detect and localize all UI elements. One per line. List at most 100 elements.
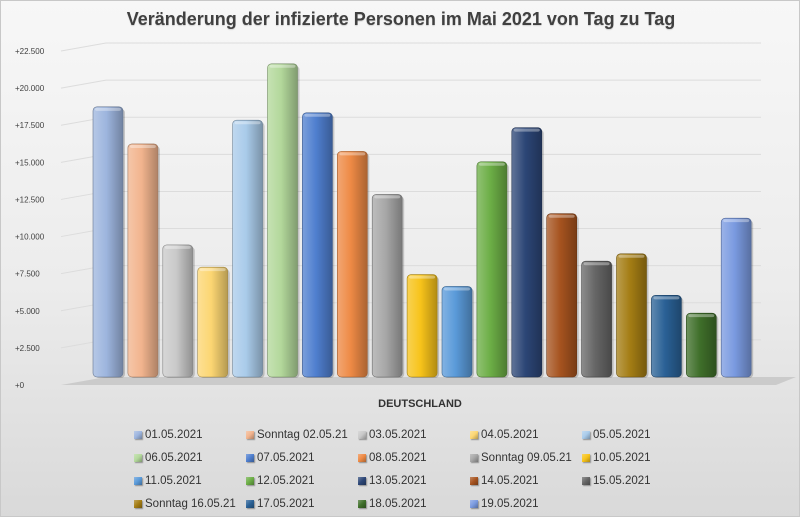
gridline	[60, 42, 761, 52]
legend-label: 03.05.2021	[369, 428, 427, 441]
legend-label: 11.05.2021	[145, 474, 202, 487]
legend-swatch	[246, 453, 254, 462]
y-tick-label: +7.500	[15, 270, 40, 279]
bar	[232, 119, 263, 378]
y-tick-label: +20.000	[15, 84, 45, 93]
legend-swatch	[134, 499, 142, 508]
bar	[267, 63, 298, 378]
bar	[720, 217, 752, 378]
legend-label: 10.05.2021	[593, 451, 651, 464]
chart-legend: 01.05.2021 Sonntag 02.05.21 03.05.2021 04.0…	[134, 424, 694, 514]
bar-highlight	[513, 128, 540, 132]
bar-highlight	[199, 268, 226, 272]
legend-swatch	[134, 430, 142, 439]
legend-item: 03.05.2021	[358, 424, 470, 445]
bar-highlight	[409, 275, 436, 279]
bar	[651, 295, 682, 378]
chart-title: Veränderung der infizierte Personen im M…	[126, 9, 676, 29]
legend-item: 10.05.2021	[582, 447, 694, 468]
legend-swatch	[582, 476, 590, 485]
bar-10-05-2021	[406, 274, 440, 378]
legend-swatch	[470, 499, 478, 508]
legend-swatch	[582, 430, 590, 439]
legend-item: 04.05.2021	[470, 424, 582, 445]
y-tick-label: +0	[15, 381, 25, 390]
bar	[441, 286, 473, 378]
legend-item: 05.05.2021	[582, 424, 694, 445]
bar	[406, 274, 438, 378]
legend-item: Sonntag 16.05.21	[134, 493, 246, 514]
bar	[511, 127, 543, 378]
bar-highlight	[339, 152, 366, 156]
bar-06-05-2021	[267, 63, 300, 378]
legend-item: 06.05.2021	[134, 447, 246, 468]
bar-19-05-2021	[720, 217, 754, 378]
legend-label: 01.05.2021	[145, 428, 203, 441]
gridline	[60, 228, 761, 238]
bar	[92, 106, 124, 378]
bar-highlight	[618, 254, 645, 258]
legend-item: 01.05.2021	[134, 424, 246, 445]
bar-14-05-2021	[546, 213, 579, 378]
legend-item: 14.05.2021	[470, 470, 582, 491]
legend-swatch	[358, 499, 366, 508]
gridline	[60, 190, 761, 200]
legend-label: 04.05.2021	[481, 428, 539, 441]
legend-swatch	[358, 430, 366, 439]
bar	[336, 151, 368, 378]
bar-07-05-2021	[302, 112, 335, 378]
y-tick-label: +15.000	[15, 158, 45, 167]
bar	[546, 213, 578, 378]
bar-12-05-2021	[476, 161, 509, 378]
bar-sonntag-09-05-21	[371, 194, 405, 378]
legend-item: 19.05.2021	[470, 493, 582, 514]
legend-label: Sonntag 09.05.21	[481, 451, 572, 464]
bar	[581, 260, 612, 378]
bar-highlight	[548, 214, 575, 218]
legend-label: 12.05.2021	[257, 474, 315, 487]
bar-highlight	[129, 144, 156, 148]
legend-swatch	[358, 453, 366, 462]
bar	[197, 266, 228, 378]
bar-highlight	[304, 113, 331, 117]
bar	[371, 194, 403, 378]
bar	[476, 161, 508, 378]
legend-item: 07.05.2021	[246, 447, 358, 468]
bar-03-05-2021	[162, 244, 195, 378]
bar-18-05-2021	[685, 312, 719, 378]
category-label: DEUTSCHLAND	[378, 398, 462, 410]
bar	[616, 253, 647, 378]
y-tick-label: +22.500	[15, 47, 45, 56]
bar-01-05-2021	[92, 106, 125, 378]
legend-label: 08.05.2021	[369, 451, 427, 464]
bar-13-05-2021	[511, 127, 544, 378]
bar-highlight	[269, 64, 296, 68]
legend-label: 05.05.2021	[593, 428, 651, 441]
y-tick-label: +2.500	[15, 344, 40, 353]
legend-item: Sonntag 09.05.21	[470, 447, 582, 468]
legend-label: Sonntag 02.05.21	[257, 428, 348, 441]
legend-item: 11.05.2021	[134, 470, 246, 491]
legend-label: 07.05.2021	[257, 451, 315, 464]
legend-item: Sonntag 02.05.21	[246, 424, 358, 445]
legend-label: 14.05.2021	[481, 474, 539, 487]
bar-highlight	[688, 314, 715, 318]
legend-label: 13.05.2021	[369, 474, 427, 487]
legend-swatch	[134, 476, 142, 485]
legend-swatch	[470, 430, 478, 439]
legend-swatch	[470, 453, 478, 462]
bar	[302, 112, 333, 378]
bar-highlight	[95, 107, 121, 111]
legend-item: 17.05.2021	[246, 493, 358, 514]
bar-11-05-2021	[441, 286, 474, 378]
legend-item: 08.05.2021	[358, 447, 470, 468]
y-tick-label: +17.500	[15, 121, 45, 130]
legend-label: Sonntag 16.05.21	[145, 497, 236, 510]
chart-floor	[61, 377, 796, 385]
bar-15-05-2021	[581, 260, 614, 378]
bar-highlight	[583, 262, 610, 266]
bar-17-05-2021	[651, 295, 684, 378]
legend-swatch	[582, 453, 590, 462]
